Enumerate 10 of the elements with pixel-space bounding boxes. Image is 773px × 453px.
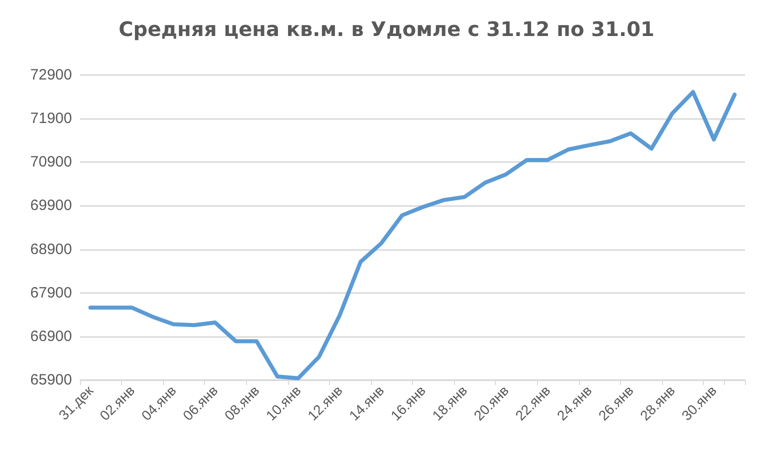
y-tick-label: 72900 xyxy=(30,66,72,84)
y-tick-label: 70900 xyxy=(30,154,72,171)
y-tick-label: 68900 xyxy=(30,240,72,258)
y-tick-label: 69900 xyxy=(30,197,72,214)
line-series xyxy=(88,90,737,380)
chart-title: Средняя цена кв.м. в Удомле с 31.12 по 31.01 xyxy=(118,17,654,41)
y-tick-label: 67900 xyxy=(30,284,72,302)
y-tick-label: 71900 xyxy=(30,110,72,128)
y-tick-label: 65900 xyxy=(30,372,72,388)
y-tick-label: 66900 xyxy=(30,328,72,345)
